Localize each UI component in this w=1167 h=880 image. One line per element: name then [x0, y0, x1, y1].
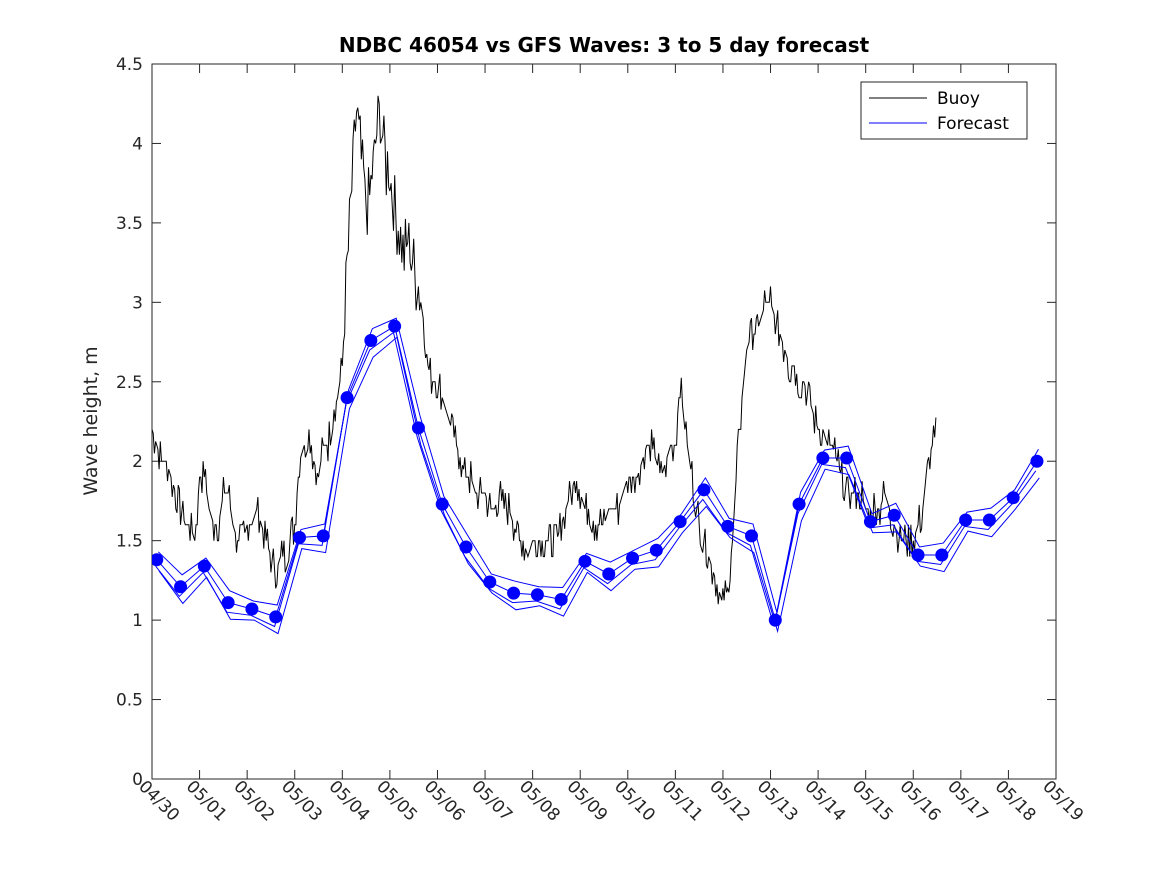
y-tick-label: 4	[132, 134, 143, 154]
y-axis-label: Wave height, m	[80, 346, 102, 495]
forecast-marker	[197, 559, 211, 573]
y-tick-label: 3	[132, 293, 143, 313]
forecast-marker	[887, 508, 901, 522]
forecast-marker	[721, 519, 735, 533]
forecast-marker	[554, 592, 568, 606]
forecast-marker	[1030, 454, 1044, 468]
forecast-marker	[152, 553, 164, 567]
x-tick-label: 05/13	[753, 777, 802, 826]
forecast-line-2	[157, 317, 1039, 613]
forecast-marker	[221, 596, 235, 610]
x-tick-label: 05/06	[420, 777, 469, 826]
x-tick-label: 05/11	[658, 777, 707, 826]
series-group	[152, 95, 1044, 635]
x-tick-label: 04/30	[134, 777, 183, 826]
forecast-marker	[174, 580, 188, 594]
forecast-marker	[507, 586, 521, 600]
forecast-line-4	[158, 336, 1040, 635]
forecast-marker	[626, 551, 640, 565]
plot-area: 0 0.5 1 1.5 2 2.5 3 3.5 4 4.5 04/3005/0105/0205/03…	[116, 55, 1087, 826]
forecast-marker	[673, 515, 687, 529]
y-tick-label: 0	[132, 770, 143, 790]
y-tick-label: 2	[132, 452, 143, 472]
x-tick-label: 05/03	[277, 777, 326, 826]
forecast-marker	[316, 529, 330, 543]
forecast-marker	[578, 554, 592, 568]
legend-label: Buoy	[937, 89, 980, 109]
x-tick-label: 05/10	[610, 777, 659, 826]
y-tick-label: 4.5	[116, 55, 143, 75]
forecast-marker	[959, 513, 973, 527]
x-tick-label: 05/05	[372, 777, 421, 826]
forecast-marker	[911, 548, 925, 562]
axes-box	[151, 63, 1057, 780]
forecast-marker	[816, 451, 830, 465]
y-tick-label: 0.5	[116, 691, 143, 711]
forecast-marker	[982, 513, 996, 527]
forecast-marker	[364, 333, 378, 347]
forecast-marker	[483, 575, 497, 589]
forecast-marker	[697, 483, 711, 497]
forecast-marker	[649, 543, 663, 557]
legend: Buoy Forecast	[860, 81, 1028, 140]
x-tick-label: 05/18	[991, 777, 1040, 826]
forecast-marker	[530, 588, 544, 602]
forecast-marker	[459, 540, 473, 554]
forecast-marker	[744, 529, 758, 543]
forecast-marker	[1006, 491, 1020, 505]
forecast-marker	[435, 497, 449, 511]
x-tick-label: 05/07	[467, 777, 516, 826]
forecast-marker	[768, 613, 782, 627]
legend-box	[860, 81, 1028, 140]
x-tick-label: 05/14	[800, 777, 849, 826]
x-tick-label: 05/16	[896, 777, 945, 826]
forecast-marker	[388, 319, 402, 333]
buoy-line	[152, 95, 937, 605]
legend-label: Forecast	[937, 114, 1009, 134]
forecast-marker	[602, 567, 616, 581]
y-tick-label: 2.5	[116, 373, 143, 393]
x-tick-label: 05/04	[325, 777, 374, 826]
x-tick-label: 05/01	[182, 777, 231, 826]
y-tick-label: 1.5	[116, 532, 143, 552]
y-tick-label: 3.5	[116, 214, 143, 234]
forecast-marker	[840, 451, 854, 465]
x-tick-label: 05/09	[563, 777, 612, 826]
x-tick-label: 05/02	[229, 777, 278, 826]
chart-title: NDBC 46054 vs GFS Waves: 3 to 5 day fore…	[339, 33, 870, 57]
forecast-marker	[411, 421, 425, 435]
x-tick-label: 05/12	[705, 777, 754, 826]
x-tick-label: 05/19	[1038, 777, 1087, 826]
x-tick-label: 05/17	[943, 777, 992, 826]
forecast-line-3	[155, 331, 1037, 628]
forecast-marker	[245, 602, 259, 616]
forecast-marker	[935, 548, 949, 562]
forecast-marker	[863, 515, 877, 529]
y-tick-label: 1	[132, 611, 143, 631]
x-tick-label: 05/15	[848, 777, 897, 826]
forecast-marker	[792, 497, 806, 511]
forecast-marker	[269, 610, 283, 624]
forecast-marker	[340, 391, 354, 405]
x-tick-label: 05/08	[515, 777, 564, 826]
forecast-marker	[292, 530, 306, 544]
